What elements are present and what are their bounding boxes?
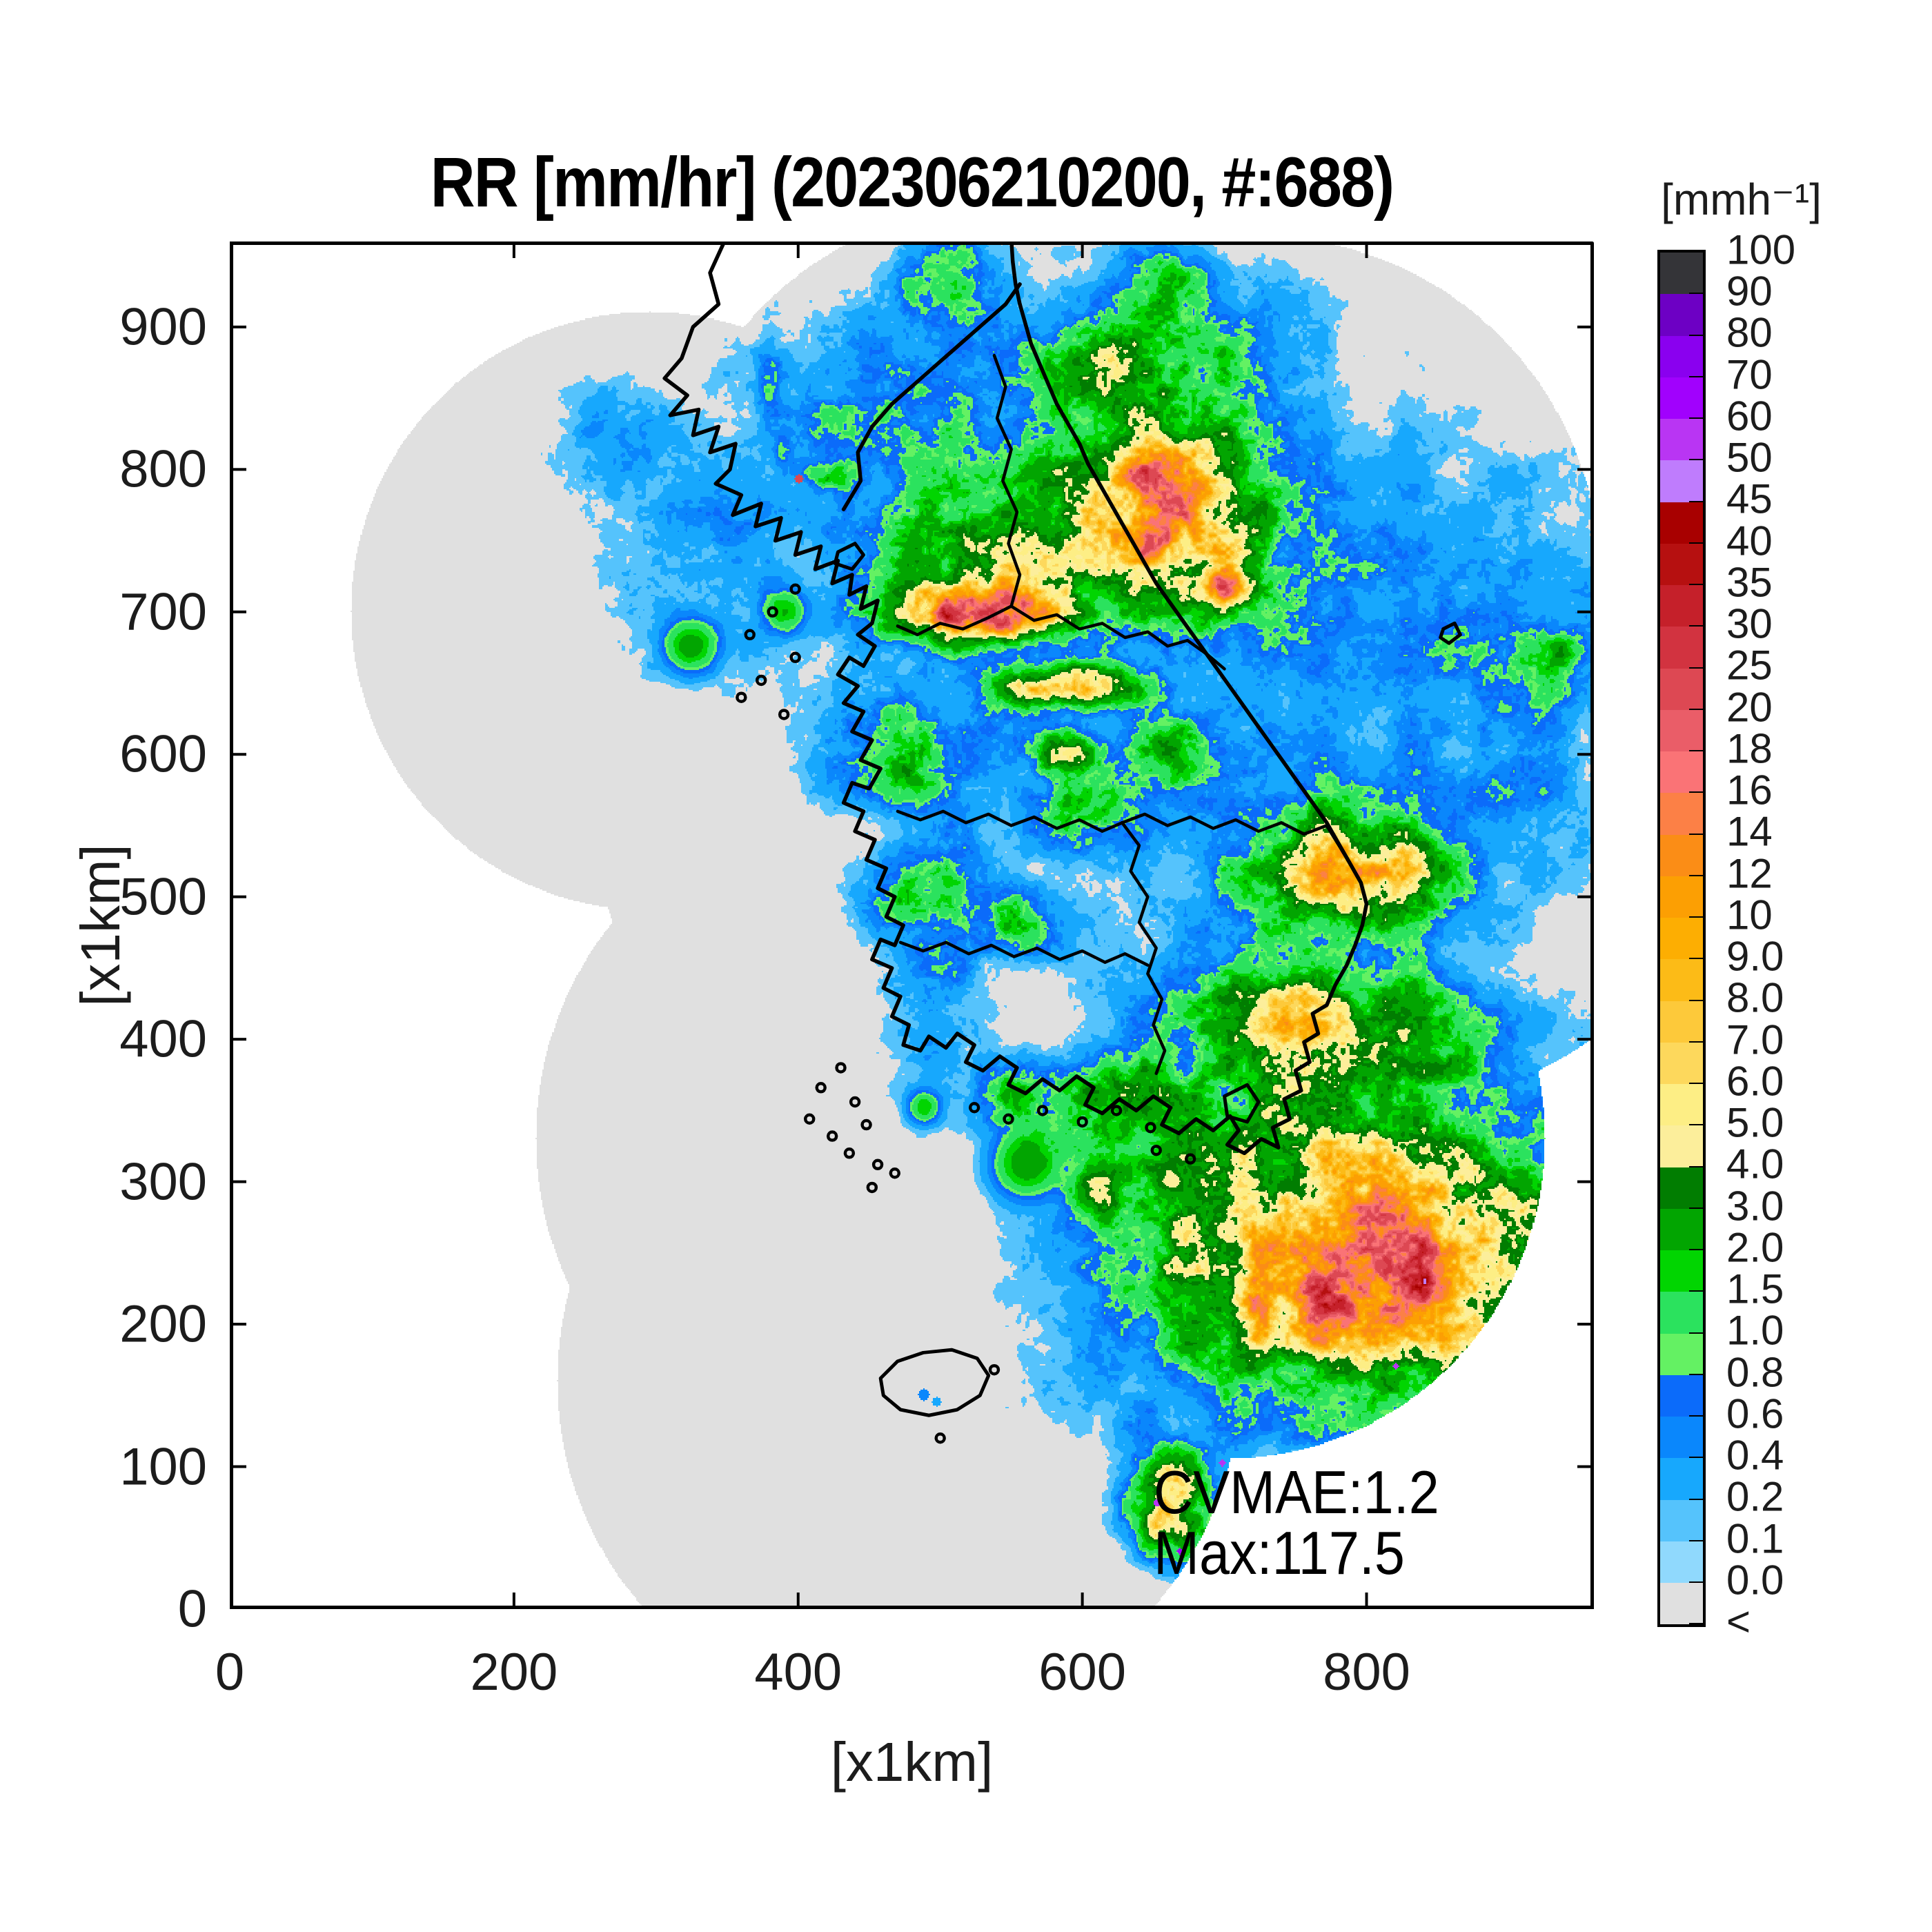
colorbar-tick-50: 50: [1726, 434, 1773, 481]
colorbar-tick-0.1: 0.1: [1726, 1515, 1784, 1561]
colorbar-segment-21: [1660, 1125, 1703, 1169]
colorbar-tick-14: 14: [1726, 808, 1773, 855]
colorbar-tick-9.0: 9.0: [1726, 933, 1784, 980]
colorbar-segment-14: [1660, 834, 1703, 878]
colorbar-tick-4.0: 4.0: [1726, 1141, 1784, 1187]
colorbar-segment-9: [1660, 627, 1703, 670]
colorbar-tick-10: 10: [1726, 891, 1773, 938]
colorbar-segment-2: [1660, 335, 1703, 379]
y-tick-200: 200: [119, 1294, 207, 1354]
colorbar-tick-25: 25: [1726, 642, 1773, 689]
colorbar-tick-1.5: 1.5: [1726, 1265, 1784, 1312]
colorbar-tick-16: 16: [1726, 767, 1773, 814]
colorbar-segment-30: [1660, 1499, 1703, 1543]
x-tick-0: 0: [215, 1643, 245, 1702]
x-tick-200: 200: [470, 1643, 558, 1702]
colorbar-tick-20: 20: [1726, 684, 1773, 731]
colorbar-segment-32: [1660, 1583, 1703, 1626]
colorbar-segment-15: [1660, 876, 1703, 919]
colorbar-tick-100: 100: [1726, 226, 1796, 273]
y-tick-100: 100: [119, 1437, 207, 1497]
colorbar-tick-40: 40: [1726, 518, 1773, 564]
colorbar-segment-3: [1660, 377, 1703, 420]
y-tick-600: 600: [119, 724, 207, 784]
colorbar-segment-4: [1660, 419, 1703, 462]
y-tick-900: 900: [119, 297, 207, 357]
annotation-cvmae: CVMAE:1.2: [1154, 1458, 1439, 1526]
colorbar-tick-45: 45: [1726, 475, 1773, 522]
colorbar-segment-12: [1660, 751, 1703, 795]
colorbar-segment-10: [1660, 668, 1703, 711]
colorbar-tick-70: 70: [1726, 351, 1773, 398]
colorbar-unit-label: [mmh⁻¹]: [1661, 175, 1822, 224]
colorbar-tick-35: 35: [1726, 559, 1773, 606]
colorbar-segment-5: [1660, 460, 1703, 504]
colorbar-tick-8.0: 8.0: [1726, 974, 1784, 1021]
y-tick-400: 400: [119, 1009, 207, 1069]
colorbar-tick-2.0: 2.0: [1726, 1224, 1784, 1271]
colorbar-segment-18: [1660, 1000, 1703, 1044]
colorbar-segment-24: [1660, 1250, 1703, 1294]
colorbar-segment-1: [1660, 294, 1703, 337]
x-tick-400: 400: [754, 1643, 842, 1702]
colorbar-segment-8: [1660, 585, 1703, 629]
colorbar-segment-25: [1660, 1292, 1703, 1335]
colorbar-tick-0.8: 0.8: [1726, 1349, 1784, 1396]
colorbar-segment-23: [1660, 1208, 1703, 1252]
colorbar-tick-80: 80: [1726, 309, 1773, 356]
colorbar-tick-12: 12: [1726, 850, 1773, 897]
colorbar-segment-19: [1660, 1042, 1703, 1085]
colorbar-segment-27: [1660, 1374, 1703, 1418]
y-axis-label: [x1km]: [69, 844, 131, 1007]
colorbar-tick-90: 90: [1726, 268, 1773, 315]
y-tick-800: 800: [119, 440, 207, 499]
colorbar-segment-6: [1660, 502, 1703, 545]
colorbar-tick-1.0: 1.0: [1726, 1307, 1784, 1354]
colorbar-tick-18: 18: [1726, 725, 1773, 772]
colorbar-segment-28: [1660, 1417, 1703, 1460]
x-axis-label: [x1km]: [830, 1731, 994, 1793]
colorbar-segment-26: [1660, 1333, 1703, 1377]
radar-map-canvas[interactable]: [230, 241, 1594, 1609]
annotation-max: Max:117.5: [1154, 1519, 1405, 1587]
y-tick-0: 0: [177, 1579, 207, 1639]
colorbar-tick-0.0: 0.0: [1726, 1557, 1784, 1604]
x-tick-800: 800: [1323, 1643, 1410, 1702]
colorbar-tick-30: 30: [1726, 600, 1773, 647]
y-tick-700: 700: [119, 582, 207, 642]
x-tick-600: 600: [1038, 1643, 1127, 1702]
colorbar-tick-<: <: [1726, 1598, 1751, 1645]
colorbar[interactable]: [1657, 250, 1706, 1627]
colorbar-segment-16: [1660, 918, 1703, 961]
colorbar-segment-7: [1660, 543, 1703, 586]
colorbar-segment-13: [1660, 793, 1703, 836]
colorbar-segment-17: [1660, 959, 1703, 1003]
colorbar-tick-5.0: 5.0: [1726, 1099, 1784, 1146]
colorbar-segment-20: [1660, 1084, 1703, 1127]
colorbar-segment-31: [1660, 1541, 1703, 1584]
colorbar-tick-0.6: 0.6: [1726, 1390, 1784, 1437]
colorbar-segment-22: [1660, 1167, 1703, 1210]
colorbar-segment-29: [1660, 1458, 1703, 1501]
colorbar-tick-60: 60: [1726, 393, 1773, 440]
colorbar-tick-3.0: 3.0: [1726, 1183, 1784, 1230]
colorbar-tick-7.0: 7.0: [1726, 1016, 1784, 1063]
colorbar-segment-11: [1660, 709, 1703, 753]
colorbar-tick-0.4: 0.4: [1726, 1432, 1784, 1479]
y-tick-300: 300: [119, 1152, 207, 1212]
y-tick-500: 500: [119, 867, 207, 927]
colorbar-tick-6.0: 6.0: [1726, 1058, 1784, 1105]
colorbar-tick-0.2: 0.2: [1726, 1473, 1784, 1520]
colorbar-segment-0: [1660, 253, 1703, 296]
figure-title: RR [mm/hr] (202306210200, #:688): [430, 143, 1394, 221]
colorbar-notch: [1689, 1623, 1703, 1626]
